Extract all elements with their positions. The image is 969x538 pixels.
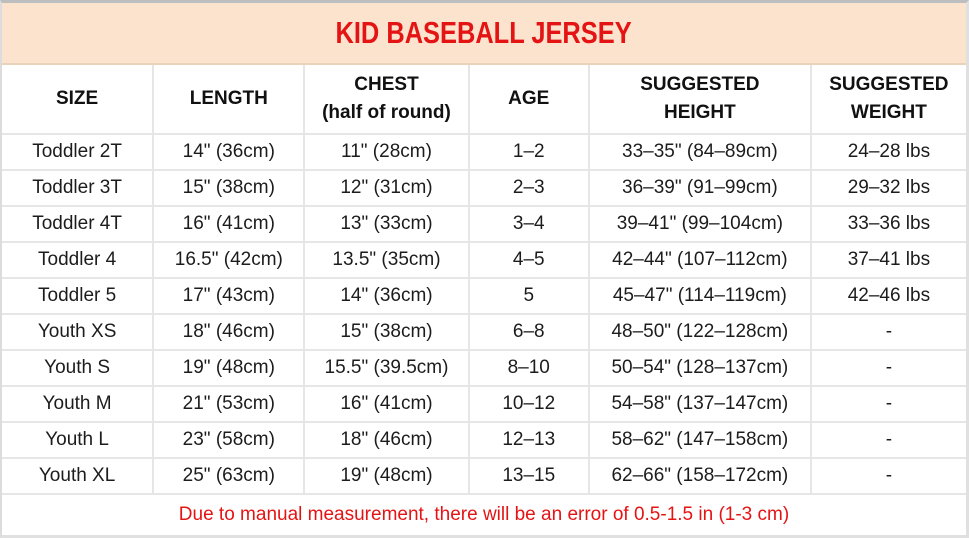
column-header-suggested-weight: SUGGESTED WEIGHT xyxy=(829,74,949,123)
table-cell: 16.5" (42cm) xyxy=(154,243,306,277)
table-cell: 37–41 lbs xyxy=(847,249,931,270)
table-row: Toddler 2T 14" (36cm) 11" (28cm) 1–2 33–… xyxy=(2,133,966,169)
table-cell: - xyxy=(885,465,893,486)
table-cell: Toddler 3T xyxy=(2,171,155,205)
column-header-age: AGE xyxy=(470,65,590,133)
table-cell: 15.5" (39.5cm) xyxy=(305,351,470,385)
table-cell: 18" (46cm) xyxy=(305,423,470,457)
table-cell: Youth S xyxy=(2,351,155,385)
column-header-length: LENGTH xyxy=(154,65,306,133)
table-cell: Youth L xyxy=(2,423,155,457)
table-cell: 1–2 xyxy=(470,135,590,169)
table-cell: 33–36 lbs xyxy=(847,213,931,234)
table-cell: 50–54" (128–137cm) xyxy=(590,351,812,385)
table-cell: 11" (28cm) xyxy=(305,135,470,169)
table-cell: - xyxy=(885,321,893,342)
table-cell: Toddler 2T xyxy=(2,135,155,169)
table-cell: 54–58" (137–147cm) xyxy=(590,387,812,421)
table-cell: 15" (38cm) xyxy=(305,315,470,349)
table-cell: 29–32 lbs xyxy=(847,177,931,198)
table-row: Youth L 23" (58cm) 18" (46cm) 12–13 58–6… xyxy=(2,421,966,457)
table-cell: 4–5 xyxy=(470,243,590,277)
table-cell: 6–8 xyxy=(470,315,590,349)
table-row: Toddler 4T 16" (41cm) 13" (33cm) 3–4 39–… xyxy=(2,205,966,241)
table-cell: 39–41" (99–104cm) xyxy=(590,207,812,241)
table-cell: - xyxy=(885,357,893,378)
table-row: Youth S 19" (48cm) 15.5" (39.5cm) 8–10 5… xyxy=(2,349,966,385)
table-cell: 14" (36cm) xyxy=(305,279,470,313)
table-cell: 36–39" (91–99cm) xyxy=(590,171,812,205)
table-cell: 8–10 xyxy=(470,351,590,385)
table-cell: Youth M xyxy=(2,387,155,421)
table-cell: 5 xyxy=(470,279,590,313)
table-row: Youth XS 18" (46cm) 15" (38cm) 6–8 48–50… xyxy=(2,313,966,349)
table-cell: 48–50" (122–128cm) xyxy=(590,315,812,349)
table-cell: 17" (43cm) xyxy=(154,279,306,313)
measurement-disclaimer-text: Due to manual measurement, there will be… xyxy=(178,504,790,525)
table-cell: 25" (63cm) xyxy=(154,459,306,493)
table-cell: 33–35" (84–89cm) xyxy=(590,135,812,169)
table-cell: Youth XS xyxy=(2,315,155,349)
column-header-chest: CHEST (half of round) xyxy=(305,65,470,133)
table-cell: 58–62" (147–158cm) xyxy=(590,423,812,457)
table-cell: 18" (46cm) xyxy=(154,315,306,349)
table-row: Toddler 3T 15" (38cm) 12" (31cm) 2–3 36–… xyxy=(2,169,966,205)
table-cell: 16" (41cm) xyxy=(154,207,306,241)
chart-title: KID BASEBALL JERSEY xyxy=(335,15,633,50)
table-cell: 13–15 xyxy=(470,459,590,493)
table-cell: 10–12 xyxy=(470,387,590,421)
table-cell: 15" (38cm) xyxy=(154,171,306,205)
chart-title-bar: KID BASEBALL JERSEY xyxy=(2,3,966,65)
table-cell: 23" (58cm) xyxy=(154,423,306,457)
table-cell: Youth XL xyxy=(2,459,155,493)
table-cell: - xyxy=(885,429,893,450)
table-cell: 42–46 lbs xyxy=(847,285,931,306)
table-cell: 13" (33cm) xyxy=(305,207,470,241)
table-cell: 13.5" (35cm) xyxy=(305,243,470,277)
table-cell: 19" (48cm) xyxy=(154,351,306,385)
table-cell: 19" (48cm) xyxy=(305,459,470,493)
table-cell: 45–47" (114–119cm) xyxy=(590,279,812,313)
table-cell: 62–66" (158–172cm) xyxy=(590,459,812,493)
table-cell: 2–3 xyxy=(470,171,590,205)
table-cell: 3–4 xyxy=(470,207,590,241)
column-header-suggested-height: SUGGESTED HEIGHT xyxy=(590,65,812,133)
table-cell: Toddler 4 xyxy=(2,243,155,277)
table-cell: 12–13 xyxy=(470,423,590,457)
table-cell: 12" (31cm) xyxy=(305,171,470,205)
table-cell: 21" (53cm) xyxy=(154,387,306,421)
table-row: Toddler 4 16.5" (42cm) 13.5" (35cm) 4–5 … xyxy=(2,241,966,277)
table-cell: - xyxy=(885,393,893,414)
table-cell: Toddler 4T xyxy=(2,207,155,241)
table-cell: 14" (36cm) xyxy=(154,135,306,169)
table-row: Youth M 21" (53cm) 16" (41cm) 10–12 54–5… xyxy=(2,385,966,421)
table-cell: 16" (41cm) xyxy=(305,387,470,421)
column-header-size: SIZE xyxy=(2,65,155,133)
table-cell: 24–28 lbs xyxy=(847,141,931,162)
table-row: Toddler 5 17" (43cm) 14" (36cm) 5 45–47"… xyxy=(2,277,966,313)
column-header-row: SIZE LENGTH CHEST (half of round) AGE SU… xyxy=(2,65,966,133)
table-cell: Toddler 5 xyxy=(2,279,155,313)
table-row: Youth XL 25" (63cm) 19" (48cm) 13–15 62–… xyxy=(2,457,966,493)
table-cell: 42–44" (107–112cm) xyxy=(590,243,812,277)
measurement-disclaimer: Due to manual measurement, there will be… xyxy=(2,493,966,535)
